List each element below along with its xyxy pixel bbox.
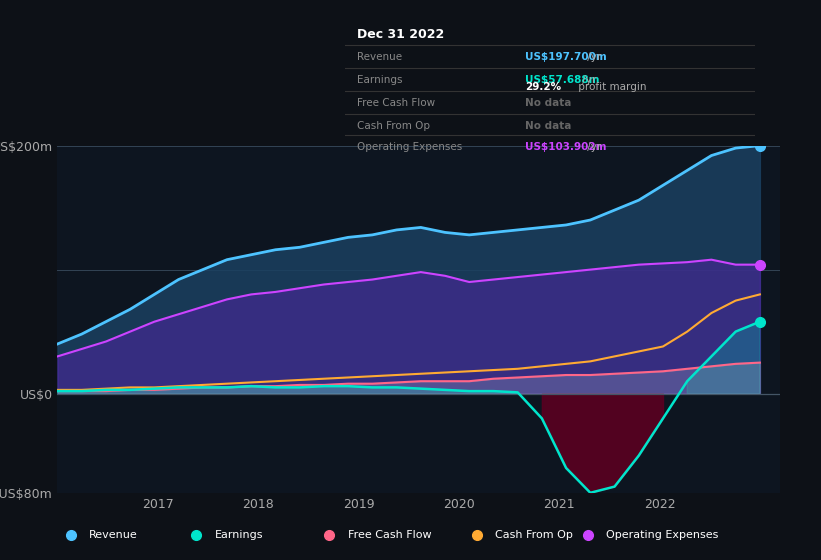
- Text: US$103.902m: US$103.902m: [525, 142, 607, 152]
- Text: US$57.688m: US$57.688m: [525, 75, 600, 85]
- Text: Cash From Op: Cash From Op: [496, 530, 573, 540]
- Text: /yr: /yr: [584, 52, 601, 62]
- Text: Earnings: Earnings: [357, 75, 402, 85]
- Text: Cash From Op: Cash From Op: [357, 121, 430, 131]
- Text: Free Cash Flow: Free Cash Flow: [348, 530, 431, 540]
- Text: Operating Expenses: Operating Expenses: [357, 142, 462, 152]
- Text: No data: No data: [525, 121, 571, 131]
- Text: Revenue: Revenue: [357, 52, 402, 62]
- Text: Free Cash Flow: Free Cash Flow: [357, 98, 435, 108]
- Text: profit margin: profit margin: [575, 82, 646, 92]
- Text: No data: No data: [525, 98, 571, 108]
- Text: Earnings: Earnings: [215, 530, 264, 540]
- Text: Dec 31 2022: Dec 31 2022: [357, 28, 444, 41]
- Text: 29.2%: 29.2%: [525, 82, 562, 92]
- Text: Revenue: Revenue: [89, 530, 138, 540]
- Text: US$197.700m: US$197.700m: [525, 52, 608, 62]
- Text: /yr: /yr: [584, 142, 601, 152]
- Text: /yr: /yr: [579, 75, 596, 85]
- Text: Operating Expenses: Operating Expenses: [606, 530, 718, 540]
